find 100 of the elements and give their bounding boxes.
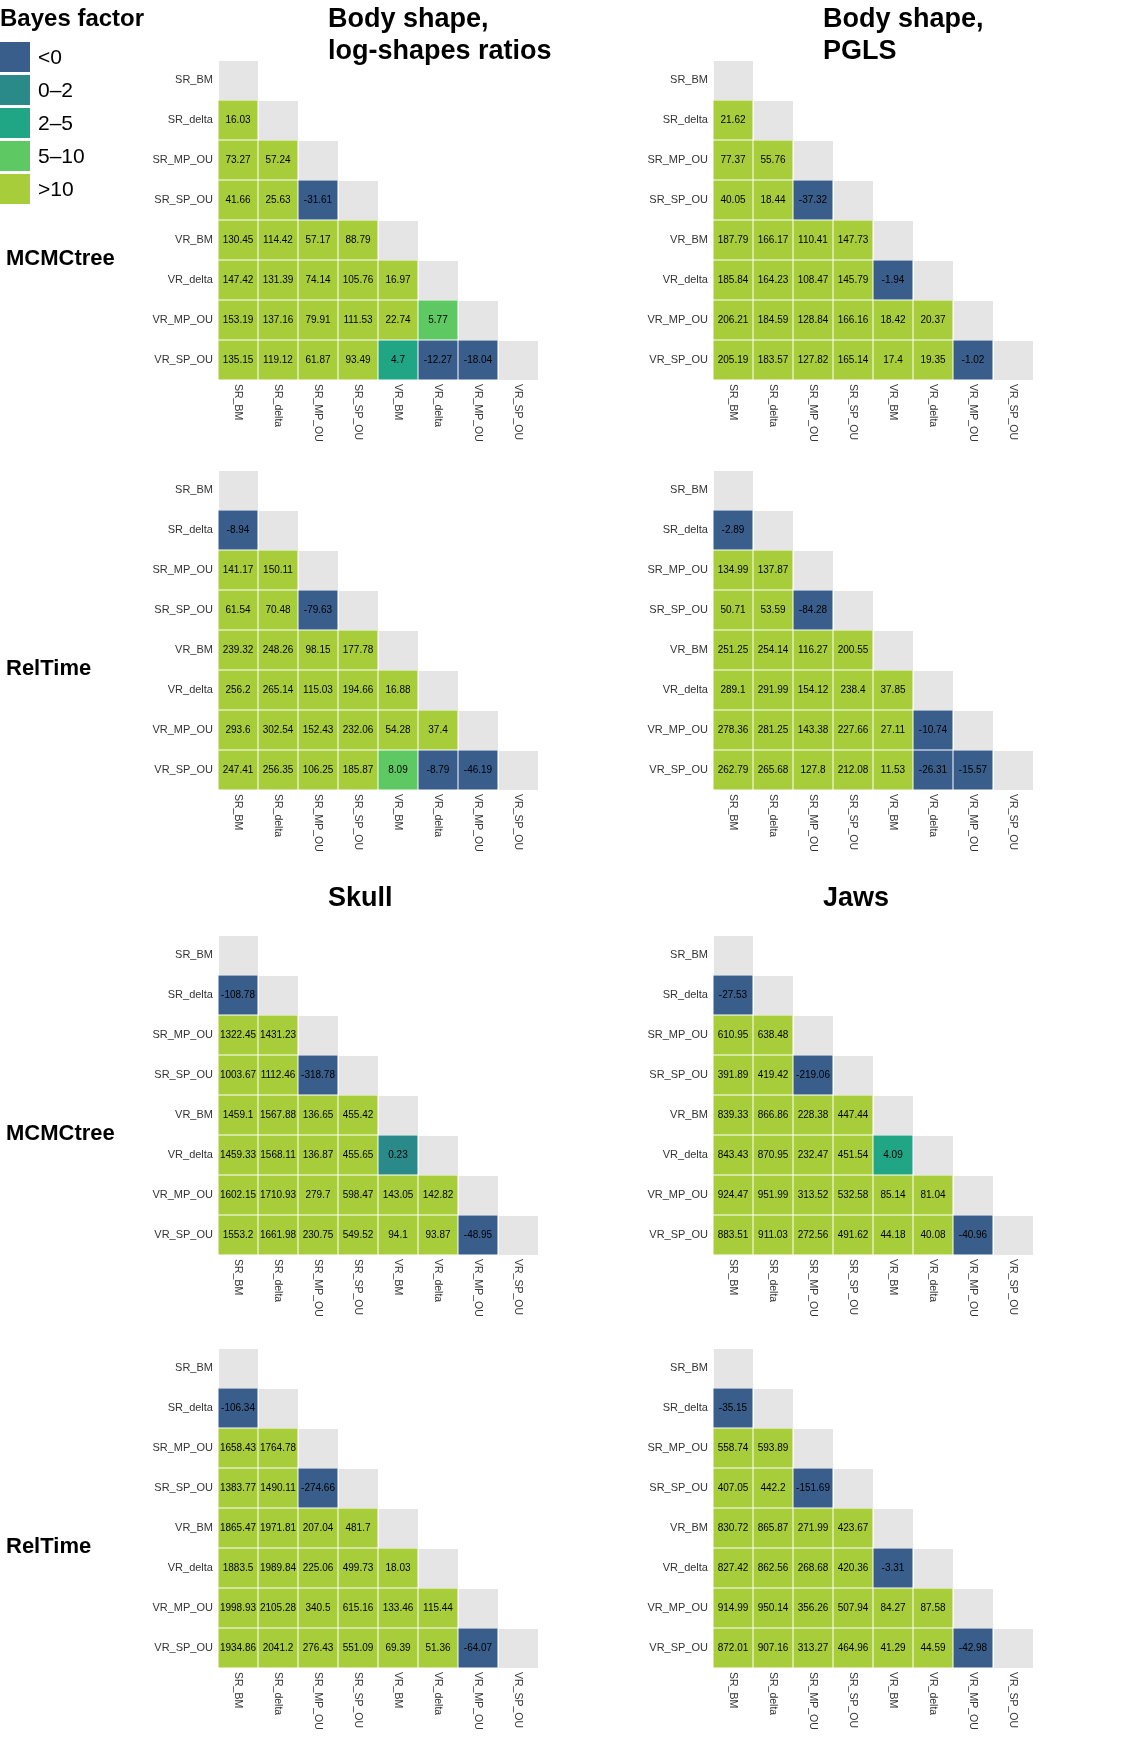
data-label: 154.12 [797,683,829,695]
y-tick-label: SR_MP_OU [647,563,709,576]
data-label: -64.07 [463,1641,493,1653]
data-label: -151.69 [796,1481,831,1493]
data-label: -274.66 [301,1481,336,1493]
y-tick-label: VR_BM [175,643,213,656]
data-label: 19.35 [920,353,946,365]
data-label: 1764.78 [259,1441,297,1453]
x-tick-label: VR_SP_OU [513,384,526,441]
data-label: 44.59 [920,1641,946,1653]
data-label: 907.16 [757,1641,789,1653]
data-label: -15.57 [958,763,988,775]
data-label: -27.53 [718,988,748,1000]
y-tick-label: VR_SP_OU [154,1228,214,1241]
x-tick-label: VR_MP_OU [968,1259,981,1317]
data-label: -37.32 [798,193,828,205]
data-label: 830.72 [717,1521,749,1533]
y-tick-label: VR_SP_OU [154,353,214,366]
x-tick-label: SR_SP_OU [353,384,366,441]
x-tick-label: SR_BM [233,384,246,421]
x-tick-label: VR_SP_OU [513,1672,526,1729]
y-tick-label: SR_delta [167,523,214,536]
x-tick-label: SR_delta [768,1259,781,1303]
data-label: 40.05 [720,193,746,205]
data-label: 135.15 [222,353,254,365]
y-tick-label: VR_delta [662,1148,709,1161]
y-tick-label: VR_MP_OU [647,1601,709,1614]
data-label: 1322.45 [219,1028,257,1040]
y-tick-label: VR_SP_OU [154,763,214,776]
data-label: 289.1 [720,683,746,695]
y-tick-label: SR_BM [670,73,708,86]
y-axis-title: RelTime [6,1533,92,1560]
data-label: 110.41 [798,233,829,245]
data-label: 115.03 [303,683,334,695]
x-tick-label: SR_MP_OU [808,1259,821,1317]
data-label: 451.54 [837,1148,869,1160]
y-tick-label: SR_delta [662,113,709,126]
data-label: 22.74 [385,313,411,325]
data-label: 57.17 [305,233,331,245]
x-tick-label: SR_SP_OU [353,1672,366,1729]
data-label: 119.12 [263,353,294,365]
x-tick-label: SR_MP_OU [313,1672,326,1730]
y-tick-label: SR_BM [670,1361,708,1374]
x-tick-label: VR_MP_OU [968,384,981,442]
data-label: 865.87 [757,1521,789,1533]
data-label: 106.25 [302,763,334,775]
data-label: 50.71 [720,603,746,615]
data-label: 598.47 [342,1188,374,1200]
y-tick-label: VR_MP_OU [152,313,214,326]
data-label: 185.87 [342,763,374,775]
y-tick-label: VR_SP_OU [649,1228,709,1241]
data-label: 447.44 [837,1108,869,1120]
y-tick-label: SR_BM [175,948,213,961]
x-tick-label: VR_delta [433,384,446,428]
x-tick-label: VR_MP_OU [473,384,486,442]
data-label: 2105.28 [259,1601,297,1613]
data-label: 951.99 [757,1188,789,1200]
x-tick-label: SR_delta [273,1672,286,1716]
data-label: -1.94 [881,273,905,285]
data-label: -12.27 [423,353,453,365]
data-label: 8.09 [388,763,409,775]
data-label: 1490.11 [260,1481,297,1493]
data-label: 147.73 [837,233,869,245]
y-tick-label: VR_BM [670,1108,708,1121]
data-label: 166.17 [757,233,789,245]
y-tick-label: VR_SP_OU [649,353,709,366]
x-tick-label: VR_delta [928,1259,941,1303]
x-tick-label: SR_delta [273,384,286,428]
data-label: 27.11 [880,723,906,735]
x-tick-label: SR_BM [728,794,741,831]
data-label: -26.31 [918,763,948,775]
data-label: 5.77 [428,313,449,325]
data-label: 93.87 [425,1228,451,1240]
data-label: 1865.47 [219,1521,257,1533]
x-tick-label: VR_BM [393,1259,406,1296]
x-tick-label: VR_BM [393,794,406,831]
x-tick-label: VR_MP_OU [968,1672,981,1730]
data-label: 108.47 [797,273,829,285]
data-label: -108.78 [221,988,256,1000]
y-tick-label: SR_SP_OU [154,1481,214,1494]
data-label: 481.7 [345,1521,371,1533]
data-label: 134.99 [717,563,749,575]
data-label: 114.42 [263,233,294,245]
data-label: 1883.5 [222,1561,254,1573]
data-label: 1568.11 [260,1148,297,1160]
data-label: 93.49 [345,353,371,365]
data-label: 54.28 [385,723,411,735]
data-label: 247.41 [222,763,254,775]
x-tick-label: SR_BM [233,1259,246,1296]
x-tick-label: SR_BM [233,794,246,831]
data-label: 4.7 [391,353,406,365]
data-label: -1.02 [961,353,985,365]
y-tick-label: SR_SP_OU [649,1068,709,1081]
data-label: 455.65 [342,1148,374,1160]
x-tick-label: VR_delta [928,794,941,838]
x-tick-label: SR_SP_OU [848,1672,861,1729]
data-label: 84.27 [880,1601,906,1613]
data-label: 205.19 [717,353,749,365]
data-label: -42.98 [958,1641,988,1653]
data-label: 239.32 [222,643,254,655]
